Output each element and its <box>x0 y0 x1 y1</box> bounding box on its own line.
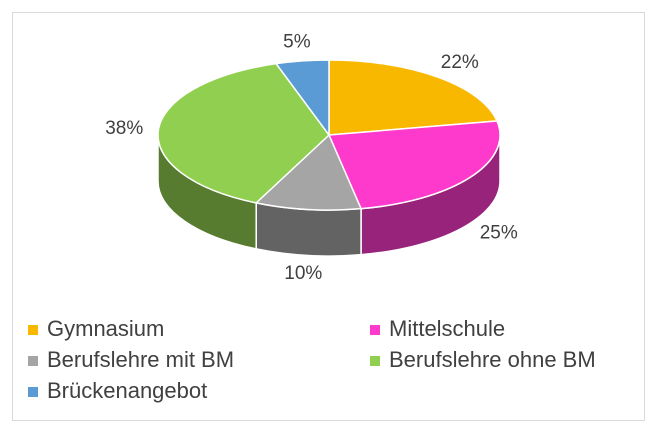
slice-side <box>255 201 362 257</box>
legend-label: Gymnasium <box>47 316 164 341</box>
legend-label: Berufslehre ohne BM <box>389 347 596 372</box>
legend-swatch <box>28 325 38 335</box>
slice <box>328 59 499 136</box>
slice <box>274 59 330 138</box>
data-label: 25% <box>480 223 518 244</box>
legend-swatch <box>370 325 380 335</box>
data-labels: 22% 25% 10% 38% 5% <box>105 31 518 284</box>
data-label: 38% <box>105 118 143 139</box>
data-label: 10% <box>284 263 322 284</box>
data-label: 22% <box>441 52 479 73</box>
legend-label: Mittelschule <box>389 316 505 341</box>
pie-tops <box>157 59 501 211</box>
slice <box>327 120 501 210</box>
slice <box>254 133 363 211</box>
legend-swatch <box>370 356 380 366</box>
legend: Gymnasium Mittelschule Berufslehre mit BM B… <box>28 316 596 403</box>
legend-swatch <box>28 356 38 366</box>
legend-label: Berufslehre mit BM <box>47 347 234 372</box>
legend-swatch <box>28 387 38 397</box>
slice <box>157 62 331 204</box>
data-label: 5% <box>283 31 311 52</box>
legend-label: Brückenangebot <box>47 378 207 403</box>
